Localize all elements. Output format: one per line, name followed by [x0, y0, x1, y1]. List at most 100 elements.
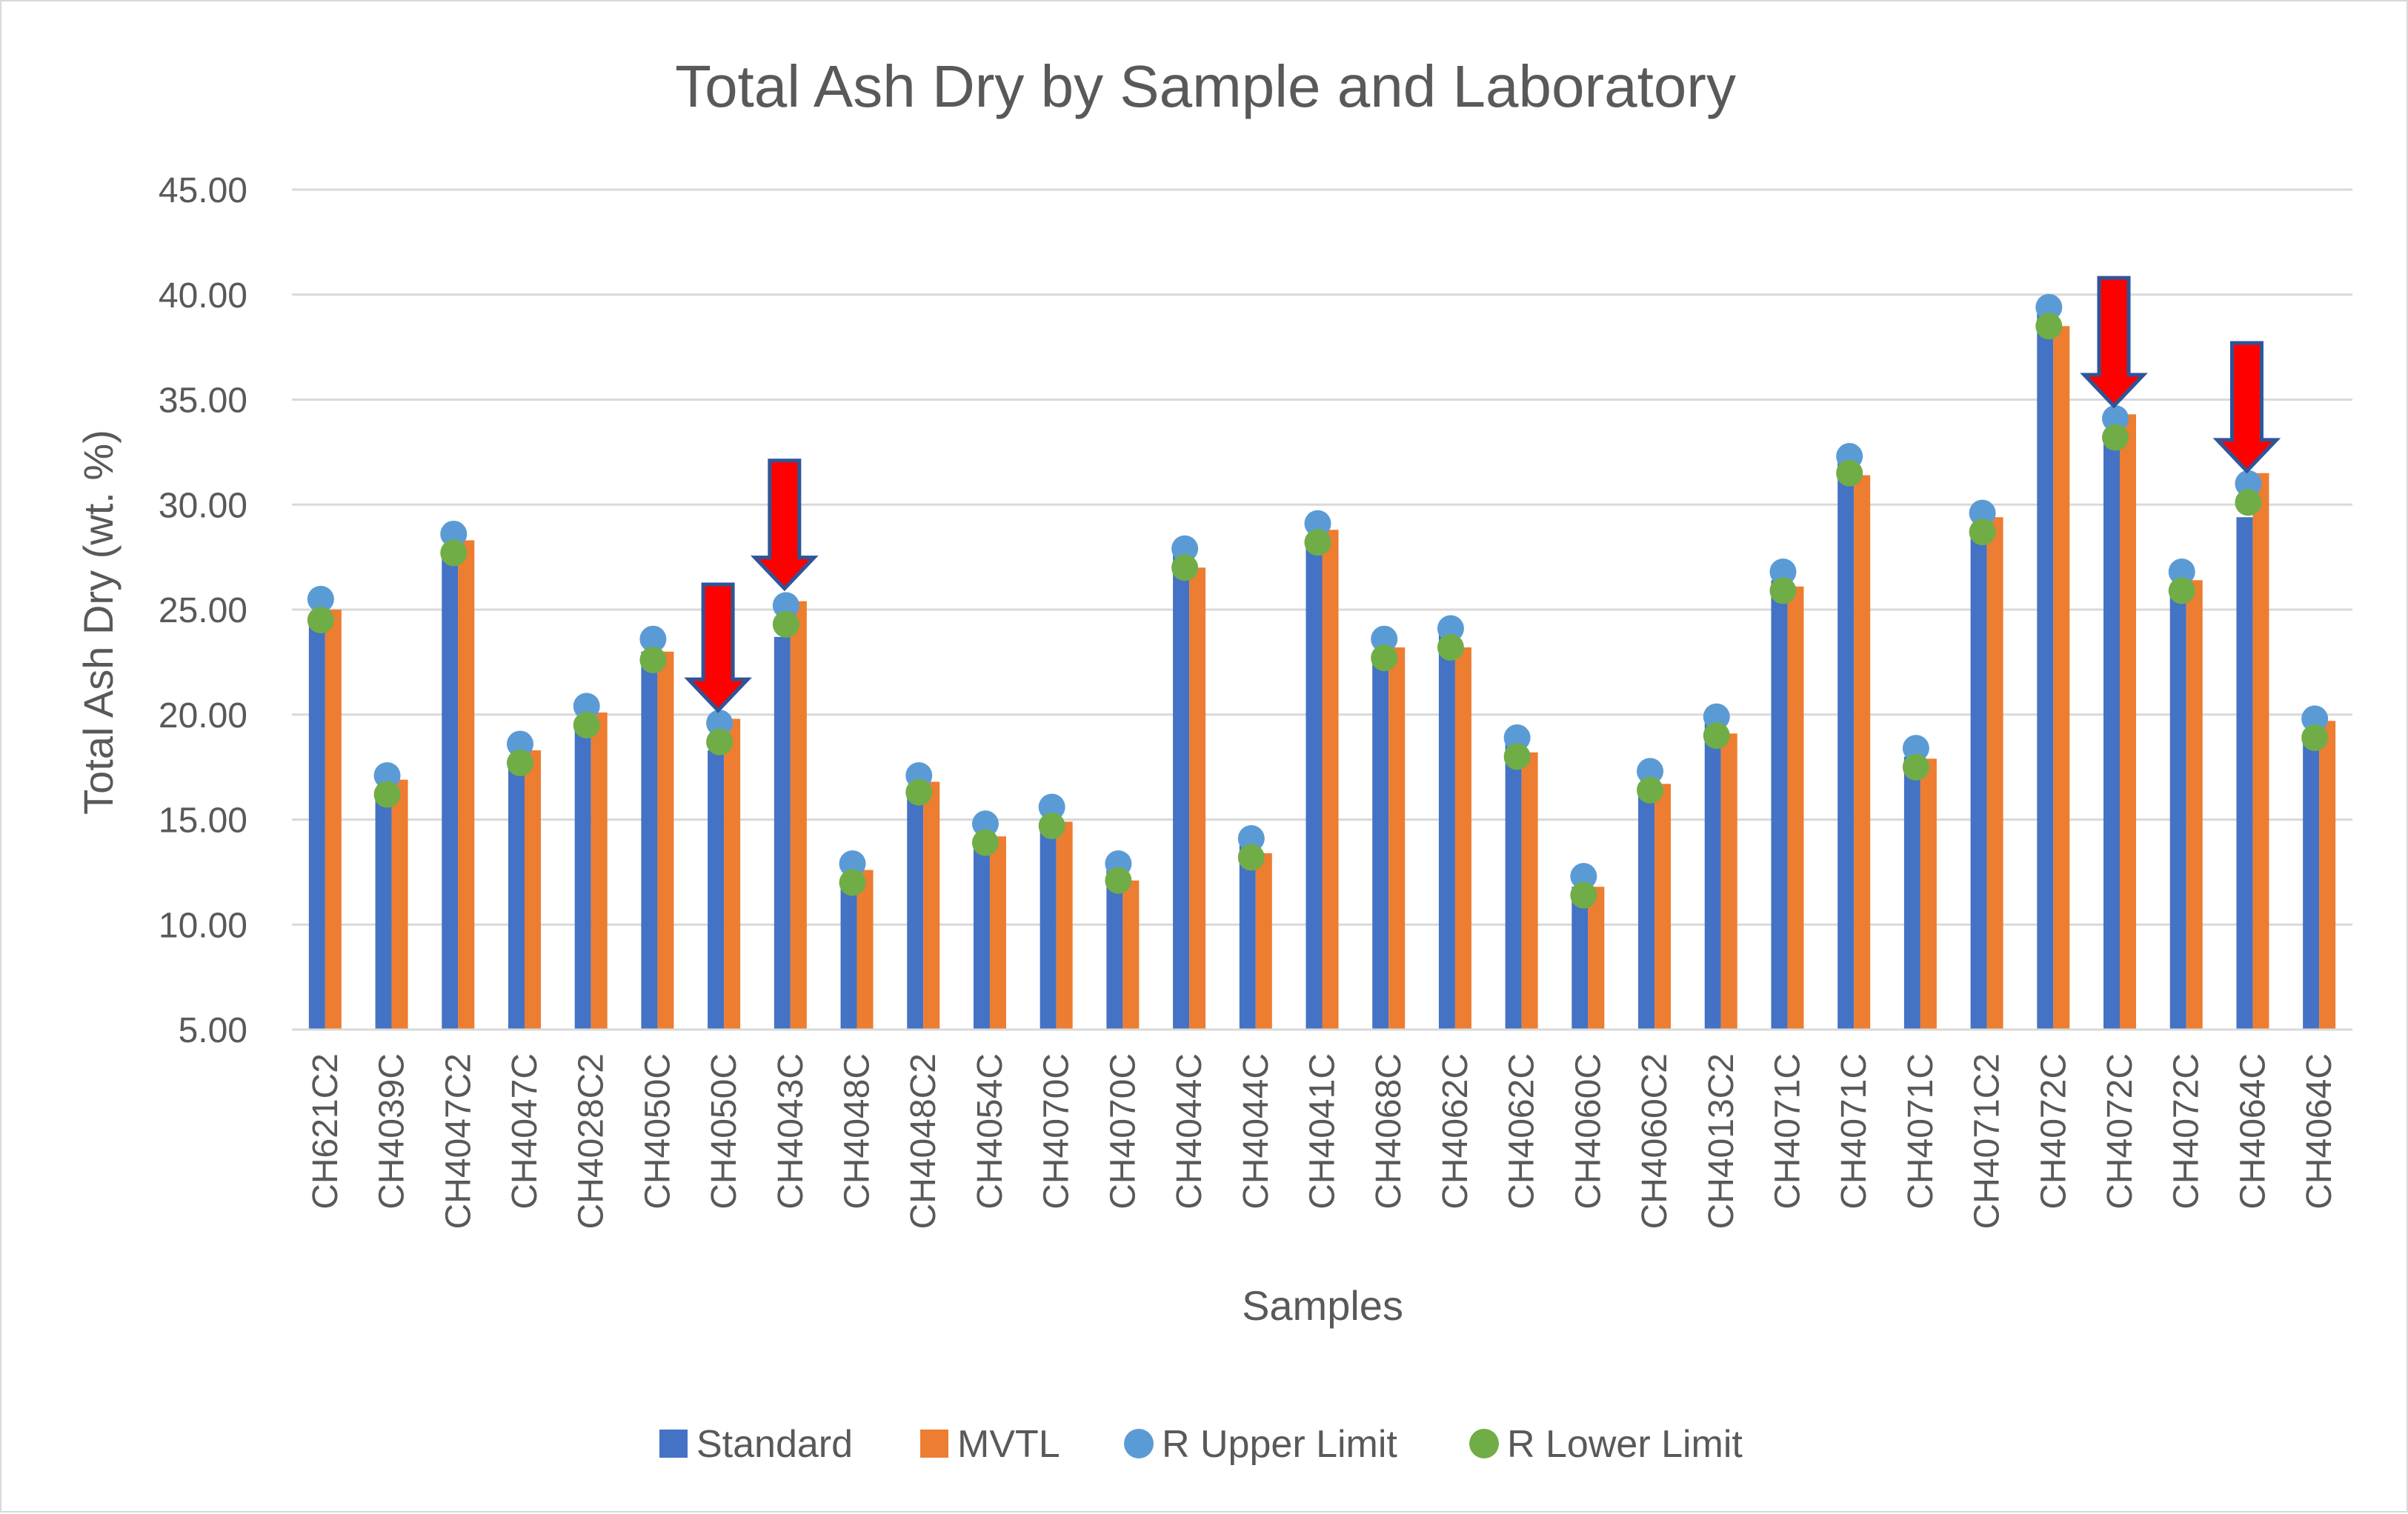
marker-r-upper-limit	[1437, 615, 1464, 642]
marker-r-lower-limit	[573, 711, 600, 738]
bar-standard	[1239, 844, 1256, 1030]
bar-mvtl	[1854, 475, 1871, 1030]
marker-r-upper-limit	[1902, 735, 1929, 762]
marker-r-lower-limit	[1171, 554, 1199, 581]
bar-mvtl	[1720, 733, 1737, 1030]
bar-standard	[1040, 824, 1057, 1030]
annotation-arrows	[684, 276, 2281, 713]
marker-r-upper-limit	[307, 585, 334, 613]
x-tick-label: CH4072C	[2034, 1053, 2073, 1210]
bar-mvtl	[1454, 647, 1471, 1030]
x-axis-ticks: CH621C2 CH4039C CH4047C2 CH4047C CH4028C2 CH4…	[306, 1053, 2339, 1229]
bar-mvtl	[1588, 887, 1605, 1030]
bar-standard	[1704, 723, 1721, 1030]
bar-standard	[2236, 517, 2253, 1030]
marker-r-upper-limit	[772, 592, 799, 619]
bar-mvtl	[989, 836, 1006, 1030]
bar-standard	[1771, 580, 1788, 1030]
chart-title: Total Ash Dry by Sample and Laboratory	[675, 53, 1736, 119]
y-tick-label: 25.00	[159, 591, 247, 630]
bar-standard	[1837, 460, 1855, 1030]
bar-mvtl	[657, 651, 674, 1030]
marker-r-upper-limit	[1237, 825, 1265, 853]
legend-label: MVTL	[957, 1423, 1060, 1466]
marker-r-lower-limit	[1304, 529, 1331, 556]
marker-r-upper-limit	[506, 730, 533, 758]
y-tick-label: 20.00	[159, 696, 247, 736]
bar-mvtl	[1056, 821, 1073, 1030]
x-tick-label: CH4071C2	[1968, 1053, 2007, 1229]
red-down-arrow	[2080, 276, 2148, 409]
bar-mvtl	[857, 870, 874, 1030]
bars	[308, 313, 2336, 1030]
marker-r-lower-limit	[839, 869, 866, 896]
bar-mvtl	[1388, 647, 1406, 1030]
bar-mvtl	[790, 601, 807, 1030]
x-tick-label: CH4050C	[638, 1053, 677, 1210]
marker-r-upper-limit	[1304, 510, 1331, 537]
marker-r-upper-limit	[2102, 405, 2129, 433]
marker-r-upper-limit	[373, 761, 401, 789]
bar-standard	[973, 838, 990, 1030]
marker-r-upper-limit	[1570, 863, 1597, 890]
marker-r-upper-limit	[639, 625, 667, 653]
marker-r-lower-limit	[1969, 518, 1996, 546]
legend-swatch	[1124, 1429, 1154, 1458]
bar-mvtl	[2186, 580, 2203, 1030]
x-tick-label: CH4068C	[1369, 1053, 1408, 1210]
marker-r-upper-limit	[1371, 625, 1398, 653]
red-down-arrow	[750, 458, 819, 592]
bar-standard	[907, 792, 924, 1030]
bar-mvtl	[1521, 752, 1538, 1030]
red-down-arrow	[684, 582, 752, 713]
marker-r-upper-limit	[706, 710, 734, 737]
marker-r-lower-limit	[1637, 776, 1664, 804]
x-tick-label: CH4044C	[1237, 1053, 1276, 1210]
legend: Standard MVTL R Upper Limit R Lower Limit	[659, 1423, 1743, 1466]
marker-r-lower-limit	[1437, 634, 1464, 661]
bar-mvtl	[724, 718, 741, 1030]
bar-mvtl	[325, 610, 342, 1030]
marker-r-lower-limit	[506, 749, 533, 776]
marker-r-lower-limit	[1769, 577, 1797, 604]
marker-r-lower-limit	[971, 829, 999, 856]
bar-standard	[1372, 651, 1389, 1030]
y-tick-label: 40.00	[159, 276, 247, 316]
y-tick-label: 5.00	[179, 1011, 247, 1050]
marker-r-lower-limit	[706, 728, 734, 756]
x-tick-label: CH621C2	[306, 1053, 345, 1210]
bar-standard	[2303, 737, 2320, 1030]
bar-standard	[1571, 887, 1589, 1030]
bar-standard	[708, 750, 725, 1030]
x-tick-label: CH4044C	[1170, 1053, 1209, 1210]
markers	[307, 293, 2329, 909]
bar-standard	[375, 796, 392, 1030]
y-axis-title: Total Ash Dry (wt. %)	[75, 430, 122, 815]
bar-standard	[2169, 584, 2186, 1030]
marker-r-lower-limit	[1038, 813, 1065, 840]
bar-mvtl	[1986, 517, 2003, 1030]
marker-r-lower-limit	[2235, 489, 2262, 516]
bar-standard	[2103, 444, 2121, 1030]
x-tick-label: CH4071C	[1901, 1053, 1940, 1210]
marker-r-lower-limit	[905, 778, 933, 806]
x-tick-label: CH4070C	[1037, 1053, 1077, 1210]
x-tick-label: CH4039C	[373, 1053, 412, 1210]
marker-r-upper-limit	[2301, 705, 2329, 733]
bar-standard	[442, 548, 459, 1030]
marker-r-lower-limit	[2168, 577, 2195, 604]
bar-mvtl	[2319, 721, 2336, 1030]
marker-r-lower-limit	[1570, 881, 1597, 909]
bar-standard	[1173, 553, 1190, 1030]
x-tick-label: CH4041C	[1303, 1053, 1343, 1210]
bar-mvtl	[1122, 880, 1140, 1030]
x-tick-label: CH4043C	[771, 1053, 811, 1210]
red-down-arrow	[2212, 341, 2281, 474]
x-tick-label: CH4060C	[1569, 1053, 1608, 1210]
marker-r-lower-limit	[1902, 753, 1929, 781]
marker-r-upper-limit	[2035, 293, 2063, 321]
marker-r-lower-limit	[1503, 743, 1531, 770]
bar-standard	[1970, 532, 1987, 1030]
x-tick-label: CH4070C	[1103, 1053, 1143, 1210]
marker-r-upper-limit	[440, 520, 468, 547]
